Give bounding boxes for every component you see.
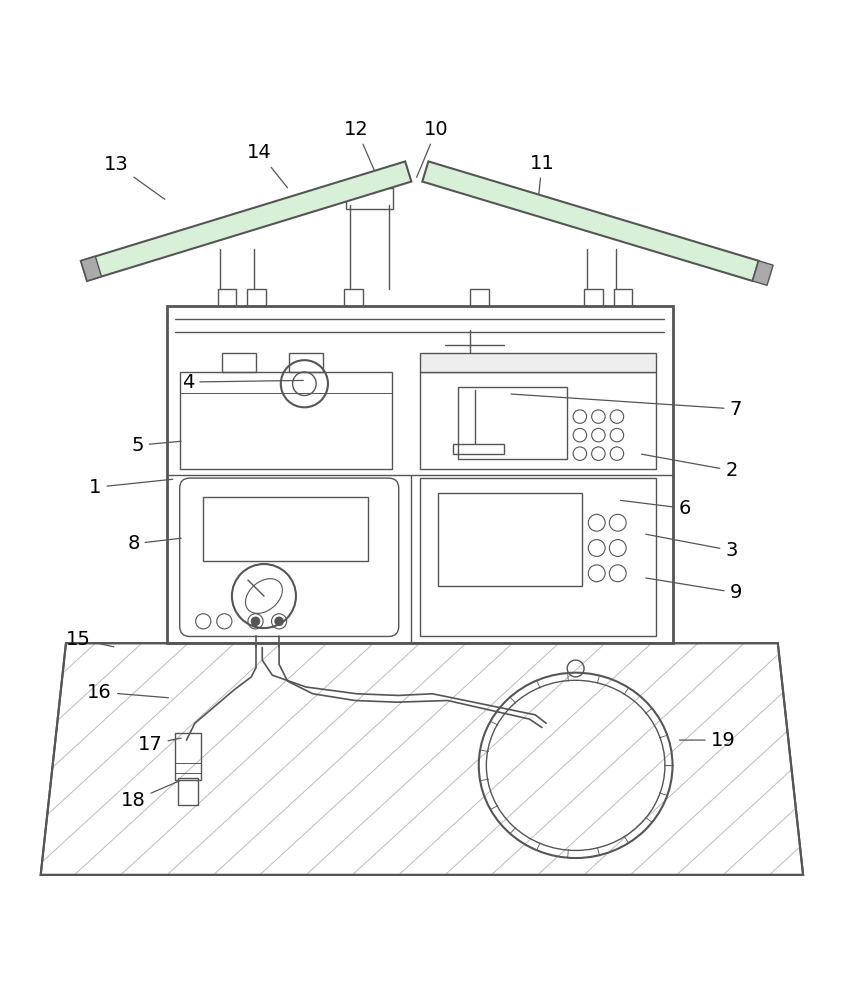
Bar bbox=[204, 497, 367, 561]
Bar bbox=[471, 289, 488, 306]
Bar bbox=[176, 733, 201, 780]
Text: 16: 16 bbox=[87, 683, 169, 702]
Bar bbox=[247, 289, 265, 306]
Bar bbox=[614, 289, 632, 306]
Text: 1: 1 bbox=[89, 478, 173, 497]
Bar bbox=[347, 188, 393, 209]
Bar bbox=[458, 387, 567, 459]
Text: 13: 13 bbox=[104, 155, 165, 199]
Bar bbox=[584, 289, 603, 306]
Text: 9: 9 bbox=[646, 578, 742, 602]
Text: 5: 5 bbox=[131, 436, 181, 455]
Bar bbox=[454, 444, 504, 454]
Text: 17: 17 bbox=[138, 735, 181, 754]
Text: 7: 7 bbox=[511, 394, 742, 419]
Bar bbox=[218, 289, 236, 306]
Bar bbox=[222, 353, 255, 372]
Text: 15: 15 bbox=[66, 630, 114, 649]
Bar bbox=[438, 493, 582, 586]
Text: 10: 10 bbox=[416, 120, 449, 177]
Text: 14: 14 bbox=[248, 143, 287, 188]
Text: 18: 18 bbox=[121, 781, 180, 810]
Text: 12: 12 bbox=[344, 120, 377, 176]
Bar bbox=[420, 478, 656, 636]
Bar bbox=[344, 289, 362, 306]
Bar bbox=[420, 372, 656, 469]
Polygon shape bbox=[752, 261, 773, 285]
Bar bbox=[167, 306, 672, 643]
Bar bbox=[178, 778, 198, 805]
Bar bbox=[289, 353, 323, 372]
Text: 19: 19 bbox=[679, 731, 735, 750]
Polygon shape bbox=[81, 161, 411, 281]
Polygon shape bbox=[422, 161, 759, 281]
Text: 6: 6 bbox=[621, 499, 691, 518]
Circle shape bbox=[251, 617, 259, 626]
Circle shape bbox=[275, 617, 283, 626]
Text: 11: 11 bbox=[529, 154, 555, 202]
Polygon shape bbox=[81, 256, 102, 281]
Text: 3: 3 bbox=[646, 534, 738, 560]
Bar bbox=[180, 372, 392, 469]
Text: 8: 8 bbox=[127, 534, 181, 553]
Text: 2: 2 bbox=[642, 454, 738, 480]
Bar bbox=[420, 353, 656, 372]
Text: 4: 4 bbox=[182, 373, 304, 392]
